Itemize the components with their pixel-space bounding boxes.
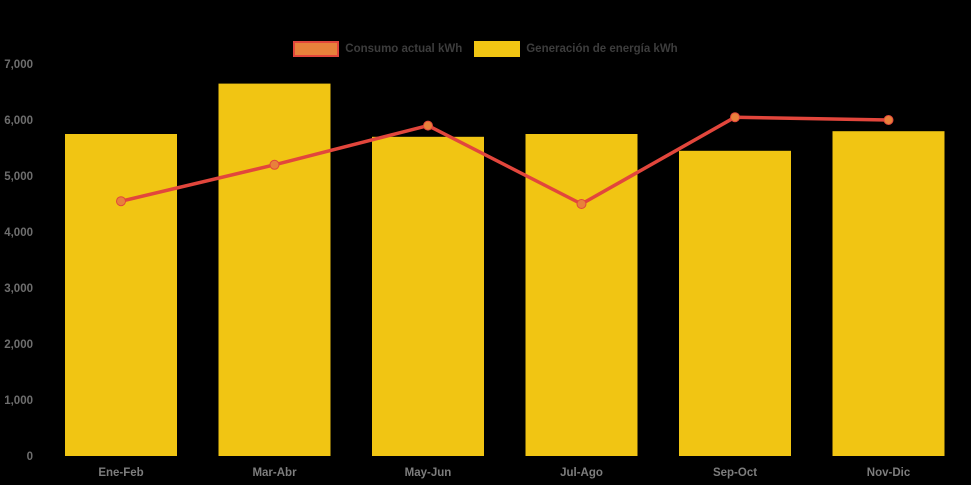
legend-item-generacion[interactable]: Generación de energía kWh bbox=[474, 41, 678, 58]
chart-legend: Consumo actual kWh Generación de energía… bbox=[0, 40, 971, 58]
bar-sep-oct[interactable] bbox=[679, 150, 791, 457]
line-point-may-jun[interactable] bbox=[423, 120, 433, 131]
line-point-jul-ago[interactable] bbox=[576, 199, 587, 209]
y-axis-tick-label: 2,000 bbox=[4, 339, 33, 351]
x-axis-label-ene-feb: Ene-Feb bbox=[98, 467, 143, 479]
bar-nov-dic[interactable] bbox=[832, 131, 945, 456]
legend-swatch-generacion bbox=[474, 41, 521, 57]
legend-label-consumo: Consumo actual kWh bbox=[345, 42, 463, 55]
x-axis-label-nov-dic: Nov-Dic bbox=[867, 467, 911, 479]
bar-ene-feb[interactable] bbox=[65, 134, 177, 456]
legend-label-generacion: Generación de energía kWh bbox=[526, 42, 678, 55]
y-axis-tick-label: 3,000 bbox=[4, 283, 33, 295]
consumo-line bbox=[119, 115, 891, 206]
bar-mar-abr[interactable] bbox=[218, 83, 331, 456]
x-axis-label-mar-abr: Mar-Abr bbox=[252, 467, 297, 479]
y-axis-tick-label: 1,000 bbox=[4, 395, 33, 407]
y-axis-tick-label: 4,000 bbox=[4, 227, 33, 239]
x-axis-label-may-jun: May-Jun bbox=[405, 467, 452, 479]
x-axis-label-sep-oct: Sep-Oct bbox=[713, 467, 757, 479]
y-axis-tick-label: 0 bbox=[27, 451, 33, 463]
legend-swatch-consumo bbox=[293, 41, 340, 57]
line-point-mar-abr[interactable] bbox=[269, 159, 280, 170]
y-axis-tick-label: 5,000 bbox=[4, 171, 33, 183]
y-axis-tick-label: 6,000 bbox=[4, 115, 33, 127]
bar-may-jun[interactable] bbox=[372, 136, 484, 457]
x-axis-label-jul-ago: Jul-Ago bbox=[560, 467, 603, 479]
line-point-ene-feb[interactable] bbox=[116, 196, 126, 207]
line-point-sep-oct[interactable] bbox=[730, 112, 740, 123]
line-point-nov-dic[interactable] bbox=[883, 115, 894, 125]
legend-item-consumo[interactable]: Consumo actual kWh bbox=[293, 41, 462, 58]
y-axis-tick-label: 7,000 bbox=[4, 59, 33, 71]
bar-jul-ago[interactable] bbox=[525, 134, 638, 456]
